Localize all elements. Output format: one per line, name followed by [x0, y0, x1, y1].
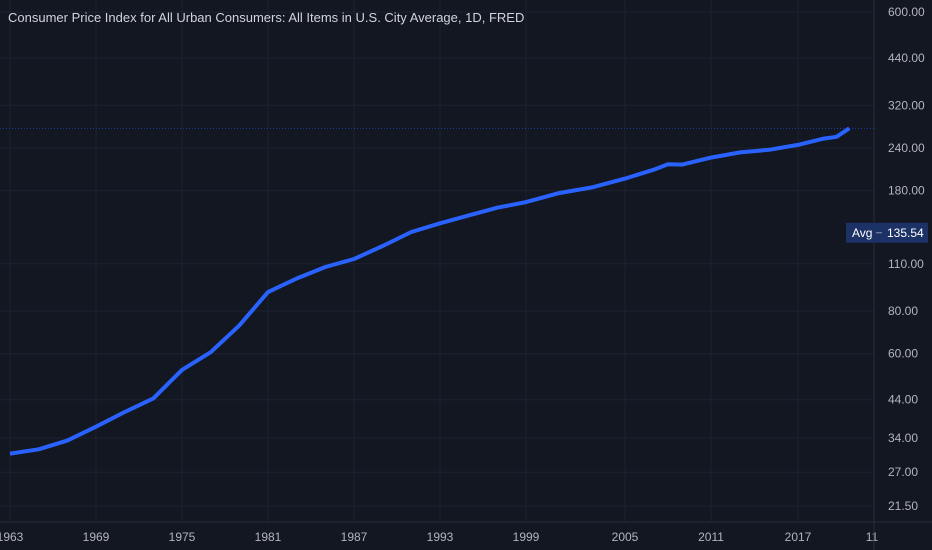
y-tick-label: 80.00	[888, 304, 918, 318]
x-tick-label: 2017	[785, 530, 812, 544]
y-tick-label: 600.00	[888, 5, 925, 19]
y-tick-label: 320.00	[888, 98, 925, 112]
y-tick-label: 27.00	[888, 465, 918, 479]
x-tick-label: 11	[866, 530, 879, 544]
x-tick-label: 1975	[169, 530, 196, 544]
y-tick-label: 110.00	[888, 257, 924, 271]
x-tick-label: 1987	[341, 530, 368, 544]
y-tick-label: 34.00	[888, 431, 918, 445]
x-tick-label: 1993	[427, 530, 454, 544]
x-tick-label: 2005	[612, 530, 639, 544]
y-tick-label: 44.00	[888, 393, 918, 407]
y-tick-label: 60.00	[888, 347, 918, 361]
avg-label: Avg	[852, 226, 872, 240]
x-tick-label: 1963	[0, 530, 24, 544]
y-tick-label: 21.50	[888, 499, 918, 513]
y-tick-label: 180.00	[888, 184, 925, 198]
avg-value: 135.54	[887, 226, 924, 240]
cpi-series-line	[9, 126, 851, 456]
avg-label-box	[846, 222, 928, 243]
chart-title: Consumer Price Index for All Urban Consu…	[8, 10, 525, 25]
x-tick-label: 2011	[698, 530, 724, 544]
x-tick-label: 1999	[513, 530, 540, 544]
y-tick-label: 240.00	[888, 141, 925, 155]
y-tick-label: 440.00	[888, 51, 925, 65]
x-tick-label: 1969	[83, 530, 110, 544]
x-tick-label: 1981	[255, 530, 282, 544]
